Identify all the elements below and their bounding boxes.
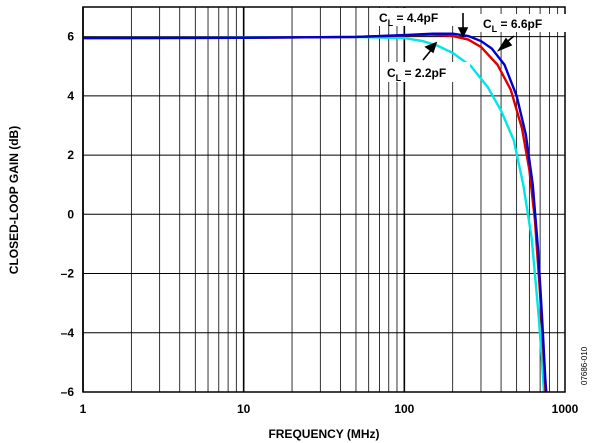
annotation-cl-4-4pf: CL = 4.4pF [376,8,466,28]
cl-2-2-sub: L [396,73,402,83]
annotation-cl-2-2pf: CL = 2.2pF [384,62,470,83]
curves [83,32,548,392]
minor-grid [130,7,559,392]
svg-text:CL = 4.4pF: CL = 4.4pF [379,11,438,28]
cl-4-4-sub: L [388,18,394,28]
y-tick-label: 6 [67,30,74,44]
x-tick-label: 1000 [552,402,579,416]
y-tick-label: 2 [67,148,74,162]
x-tick-label: 1 [80,402,87,416]
series-line-2 [83,32,548,392]
figure-code: 07686-010 [580,346,589,385]
cl-4-4-main: C [379,11,388,25]
plot-frame [82,6,566,393]
y-axis-label: CLOSED-LOOP GAIN (dB) [7,126,21,274]
major-grid [82,7,565,393]
annotation-cl-6-6pf: CL = 6.6pF [480,14,566,34]
cl-6-6-rest: = 6.6pF [497,17,542,31]
x-tick-label: 100 [394,402,414,416]
y-tick-label: –6 [61,385,75,399]
y-tick-label: 4 [67,89,74,103]
arrow-4-4pf-head [457,27,469,38]
svg-text:CL = 2.2pF: CL = 2.2pF [387,66,446,83]
tick-labels: 1 10 100 1000 6 4 2 0 –2 –4 –6 [61,30,579,416]
x-tick-label: 10 [237,402,251,416]
cl-2-2-rest: = 2.2pF [401,66,446,80]
cl-6-6-main: C [483,17,492,31]
x-axis-label: FREQUENCY (MHz) [268,427,379,441]
series-line-0 [83,35,546,392]
arrow-2-2pf-head [424,41,438,54]
cl-6-6-sub: L [492,24,498,34]
y-tick-label: –4 [61,326,75,340]
cl-2-2-main: C [387,66,396,80]
svg-text:CL = 6.6pF: CL = 6.6pF [483,17,542,34]
series-line-1 [83,33,547,392]
y-tick-label: 0 [67,207,74,221]
y-tick-label: –2 [61,267,75,281]
cl-4-4-rest: = 4.4pF [393,11,438,25]
arrow-6-6pf-head [496,37,513,52]
annotation-arrows [422,13,515,61]
